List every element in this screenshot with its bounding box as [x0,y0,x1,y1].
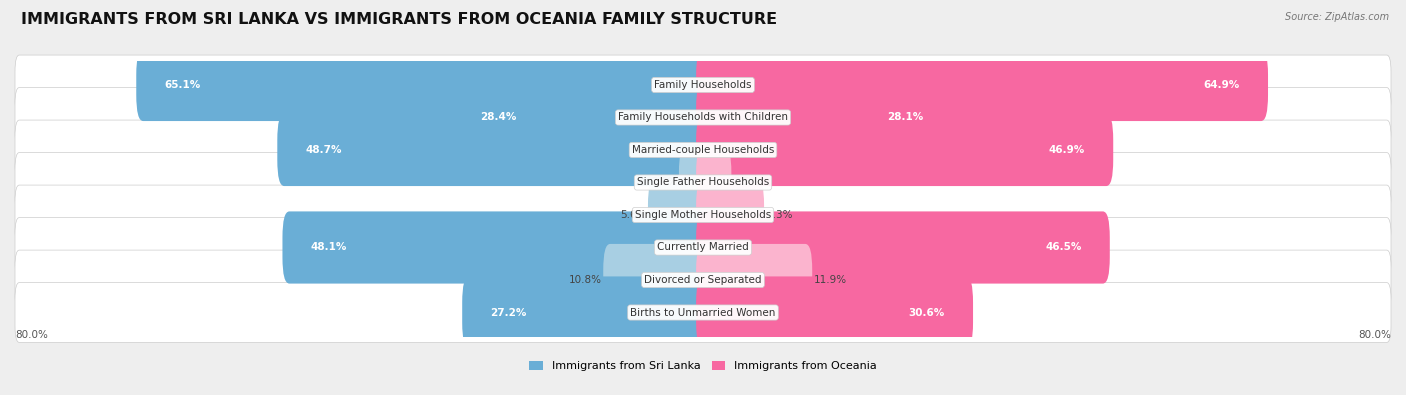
FancyBboxPatch shape [696,49,1268,121]
FancyBboxPatch shape [451,81,710,154]
Text: Source: ZipAtlas.com: Source: ZipAtlas.com [1285,12,1389,22]
Text: 2.0%: 2.0% [651,177,678,188]
FancyBboxPatch shape [277,114,710,186]
Text: 30.6%: 30.6% [908,308,945,318]
Text: Currently Married: Currently Married [657,243,749,252]
Text: 10.8%: 10.8% [568,275,602,285]
Text: 6.3%: 6.3% [766,210,792,220]
FancyBboxPatch shape [136,49,710,121]
FancyBboxPatch shape [15,250,1391,310]
Text: Divorced or Separated: Divorced or Separated [644,275,762,285]
Text: 46.5%: 46.5% [1045,243,1081,252]
Text: Family Households with Children: Family Households with Children [619,113,787,122]
Text: 28.4%: 28.4% [481,113,516,122]
FancyBboxPatch shape [15,120,1391,180]
FancyBboxPatch shape [15,152,1391,213]
Text: 5.6%: 5.6% [620,210,647,220]
Text: Births to Unmarried Women: Births to Unmarried Women [630,308,776,318]
FancyBboxPatch shape [15,88,1391,147]
FancyBboxPatch shape [15,218,1391,277]
Text: 11.9%: 11.9% [814,275,846,285]
FancyBboxPatch shape [696,147,731,218]
Text: Single Father Households: Single Father Households [637,177,769,188]
FancyBboxPatch shape [15,185,1391,245]
FancyBboxPatch shape [696,114,1114,186]
FancyBboxPatch shape [463,276,710,349]
FancyBboxPatch shape [696,179,763,251]
Text: 46.9%: 46.9% [1049,145,1085,155]
FancyBboxPatch shape [15,282,1391,342]
Legend: Immigrants from Sri Lanka, Immigrants from Oceania: Immigrants from Sri Lanka, Immigrants fr… [524,356,882,376]
FancyBboxPatch shape [696,211,1109,284]
FancyBboxPatch shape [696,244,813,316]
Text: 48.7%: 48.7% [305,145,342,155]
Text: IMMIGRANTS FROM SRI LANKA VS IMMIGRANTS FROM OCEANIA FAMILY STRUCTURE: IMMIGRANTS FROM SRI LANKA VS IMMIGRANTS … [21,12,778,27]
Text: 80.0%: 80.0% [15,329,48,340]
FancyBboxPatch shape [696,276,973,349]
Text: 27.2%: 27.2% [491,308,527,318]
Text: 80.0%: 80.0% [1358,329,1391,340]
FancyBboxPatch shape [283,211,710,284]
Text: 2.5%: 2.5% [733,177,759,188]
Text: Family Households: Family Households [654,80,752,90]
Text: 28.1%: 28.1% [887,113,924,122]
FancyBboxPatch shape [679,147,710,218]
Text: 64.9%: 64.9% [1204,80,1240,90]
FancyBboxPatch shape [15,55,1391,115]
Text: 48.1%: 48.1% [311,243,347,252]
FancyBboxPatch shape [648,179,710,251]
Text: Single Mother Households: Single Mother Households [636,210,770,220]
FancyBboxPatch shape [603,244,710,316]
FancyBboxPatch shape [696,81,952,154]
Text: Married-couple Households: Married-couple Households [631,145,775,155]
Text: 65.1%: 65.1% [165,80,201,90]
